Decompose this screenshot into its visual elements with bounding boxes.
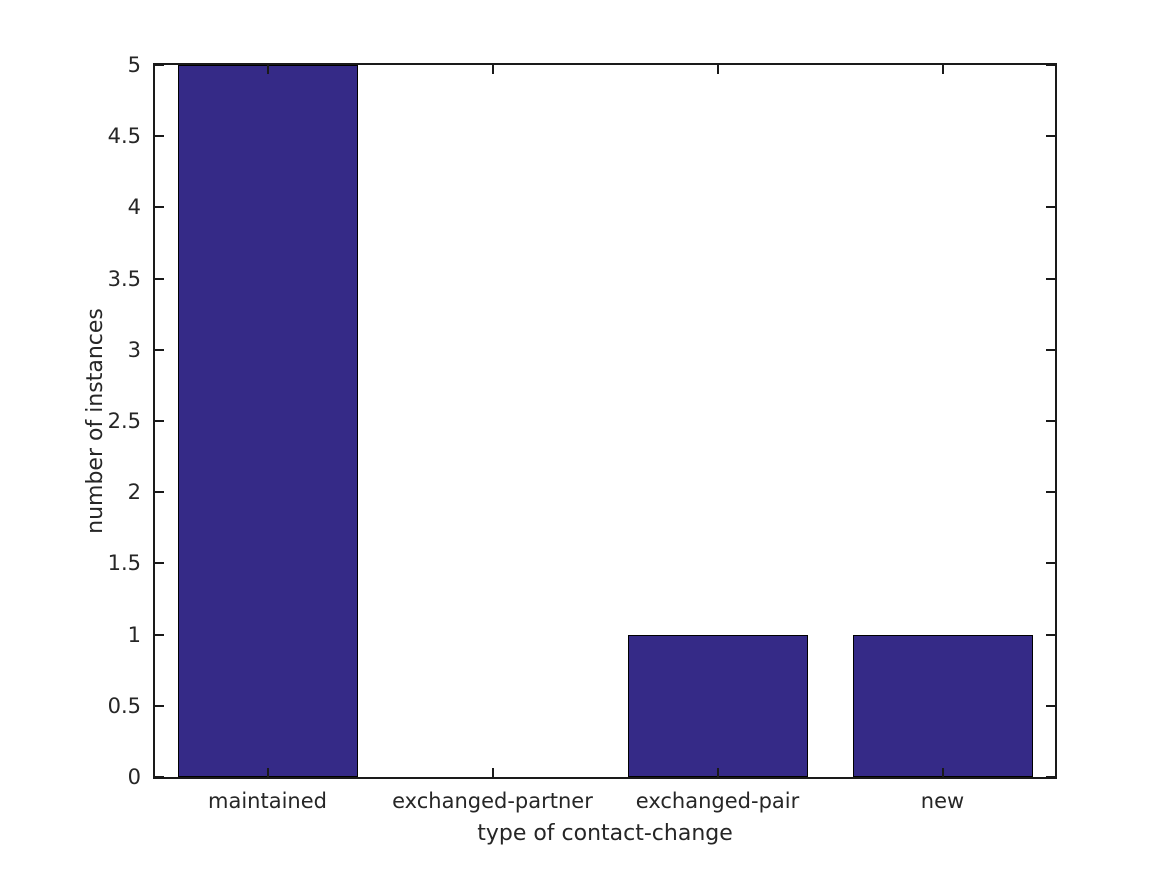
- y-tick-mark: [1046, 776, 1055, 778]
- y-tick-mark: [1046, 491, 1055, 494]
- y-tick-label: 1: [127, 622, 141, 647]
- y-tick-label: 0: [127, 765, 141, 789]
- x-tick-mark: [491, 768, 494, 777]
- x-tick-mark: [266, 65, 269, 74]
- x-tick-mark: [491, 65, 494, 74]
- y-tick-mark: [155, 633, 164, 636]
- y-tick-label: 1.5: [107, 551, 141, 576]
- x-tick-mark: [941, 768, 944, 777]
- y-tick-mark: [155, 562, 164, 565]
- x-tick-label-exchanged-pair: exchanged-pair: [635, 789, 800, 813]
- y-tick-label: 4: [127, 195, 141, 220]
- bar-maintained: [177, 65, 358, 777]
- x-axis-label: type of contact-change: [477, 821, 733, 846]
- y-tick-mark: [1046, 633, 1055, 636]
- y-tick-mark: [155, 135, 164, 138]
- y-tick-mark: [155, 420, 164, 422]
- y-tick-mark: [1046, 64, 1055, 66]
- y-tick-mark: [1046, 704, 1055, 707]
- y-tick-mark: [1046, 348, 1055, 351]
- x-tick-mark: [941, 65, 944, 74]
- y-tick-label: 3.5: [107, 266, 141, 291]
- y-tick-label: 5: [127, 53, 141, 77]
- x-tick-label-exchanged-partner: exchanged-partner: [392, 789, 593, 813]
- x-tick-mark: [716, 768, 719, 777]
- x-tick-mark: [266, 768, 269, 777]
- y-tick-mark: [1046, 135, 1055, 138]
- y-tick-mark: [155, 776, 164, 778]
- y-tick-mark: [155, 206, 164, 209]
- y-tick-label: 3: [127, 337, 141, 362]
- x-tick-label-new: new: [920, 789, 965, 813]
- y-tick-label: 2: [127, 480, 141, 505]
- y-tick-mark: [155, 277, 164, 280]
- y-tick-label: 0.5: [107, 693, 141, 718]
- y-tick-mark: [155, 348, 164, 351]
- y-tick-label: 4.5: [107, 124, 141, 149]
- y-tick-label: 2.5: [107, 409, 141, 433]
- x-tick-mark: [716, 65, 719, 74]
- bar-exchanged-pair: [627, 634, 808, 777]
- y-tick-mark: [1046, 562, 1055, 565]
- y-tick-mark: [1046, 420, 1055, 422]
- y-tick-mark: [155, 64, 164, 66]
- x-tick-label-maintained: maintained: [208, 789, 327, 813]
- y-tick-mark: [1046, 206, 1055, 209]
- y-tick-mark: [155, 491, 164, 494]
- y-tick-mark: [155, 704, 164, 707]
- y-tick-mark: [1046, 277, 1055, 280]
- plot-area: [153, 63, 1057, 779]
- bar-new: [852, 634, 1033, 777]
